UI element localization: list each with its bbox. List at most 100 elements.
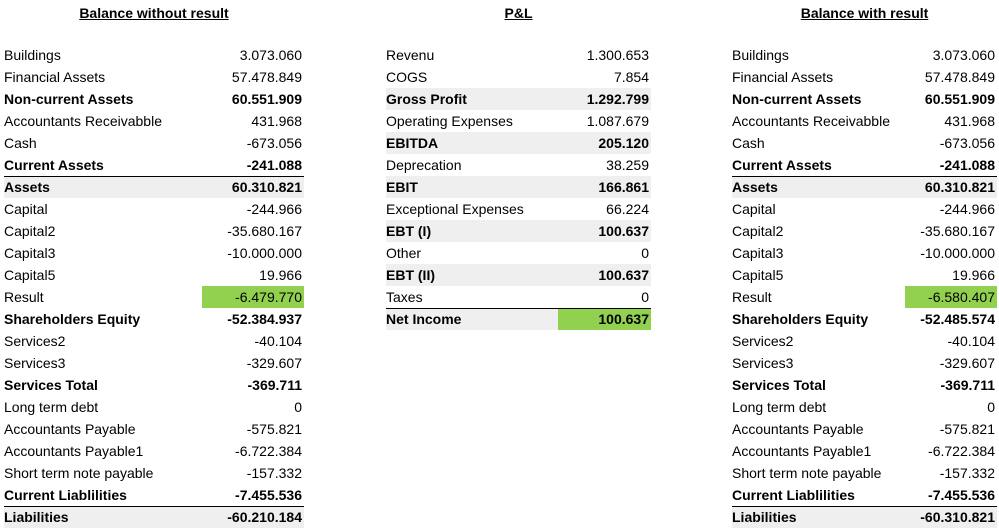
row-value: -241.088 bbox=[939, 157, 995, 173]
row-label: EBT (II) bbox=[386, 267, 435, 283]
pnl-title: P&L bbox=[504, 5, 533, 21]
row-label: Accountants Receivabble bbox=[732, 113, 890, 129]
row-value: -35.680.167 bbox=[920, 223, 995, 239]
row-label: Long term debt bbox=[732, 399, 827, 415]
row-value-highlighted: -6.580.407 bbox=[905, 286, 997, 308]
row-value: 1.087.679 bbox=[586, 113, 649, 129]
table-row: Assets 60.310.821 bbox=[732, 176, 997, 198]
row-label: COGS bbox=[386, 69, 428, 85]
row-label: Assets bbox=[4, 179, 50, 195]
table-row: Current Assets -241.088 bbox=[732, 154, 997, 176]
table-row: Accountants Payable1 -6.722.384 bbox=[4, 440, 304, 462]
row-value: 166.861 bbox=[598, 179, 649, 195]
row-value: -673.056 bbox=[939, 135, 995, 151]
row-label: Long term debt bbox=[4, 399, 99, 415]
row-label: Capital2 bbox=[4, 223, 56, 239]
table-row: Services2 -40.104 bbox=[4, 330, 304, 352]
row-value: 3.073.060 bbox=[932, 47, 995, 63]
row-label: Taxes bbox=[386, 289, 423, 305]
row-value: 60.310.821 bbox=[924, 179, 995, 195]
row-label: Gross Profit bbox=[386, 91, 467, 107]
row-value: 19.966 bbox=[952, 267, 995, 283]
row-value: -60.210.184 bbox=[227, 509, 302, 525]
table-row: Accountants Payable1 -6.722.384 bbox=[732, 440, 997, 462]
table-row: Capital -244.966 bbox=[4, 198, 304, 220]
table-row: Shareholders Equity -52.485.574 bbox=[732, 308, 997, 330]
table-row: Capital3 -10.000.000 bbox=[732, 242, 997, 264]
row-value: 57.478.849 bbox=[231, 69, 302, 85]
table-row: Shareholders Equity -52.384.937 bbox=[4, 308, 304, 330]
row-value: 0 bbox=[641, 289, 649, 305]
row-value: 205.120 bbox=[598, 135, 649, 151]
row-label: Capital5 bbox=[4, 267, 56, 283]
table-row: EBT (II) 100.637 bbox=[386, 264, 651, 286]
row-value: -40.104 bbox=[254, 333, 302, 349]
row-value: -7.455.536 bbox=[928, 487, 995, 503]
row-label: Current Assets bbox=[732, 157, 832, 173]
table-row: Accountants Payable -575.821 bbox=[4, 418, 304, 440]
row-value: 38.259 bbox=[606, 157, 649, 173]
row-label: Assets bbox=[732, 179, 778, 195]
table-row: EBIT 166.861 bbox=[386, 176, 651, 198]
row-value: 431.968 bbox=[251, 113, 302, 129]
table-row: Long term debt 0 bbox=[732, 396, 997, 418]
pnl-rows: Revenu 1.300.653 COGS 7.854 Gross Profit 1.… bbox=[386, 44, 651, 330]
row-label: Other bbox=[386, 245, 422, 261]
row-value: -35.680.167 bbox=[227, 223, 302, 239]
row-label: EBT (I) bbox=[386, 223, 432, 239]
row-value-highlighted: -6.479.770 bbox=[202, 286, 304, 308]
table-row: Taxes 0 bbox=[386, 286, 651, 308]
table-row: Capital5 19.966 bbox=[4, 264, 304, 286]
row-value: -7.455.536 bbox=[235, 487, 302, 503]
row-value: 66.224 bbox=[606, 201, 649, 217]
balance-with-result-title: Balance with result bbox=[800, 5, 929, 21]
row-value: 19.966 bbox=[259, 267, 302, 283]
row-value: -10.000.000 bbox=[227, 245, 302, 261]
table-row: Accountants Receivabble 431.968 bbox=[4, 110, 304, 132]
balance-without-result-rows: Buildings 3.073.060 Financial Assets 57.47… bbox=[4, 44, 304, 528]
row-label: Cash bbox=[4, 135, 37, 151]
table-row: EBITDA 205.120 bbox=[386, 132, 651, 154]
row-value: 1.292.799 bbox=[586, 91, 649, 107]
row-label: Financial Assets bbox=[4, 69, 106, 85]
row-value: -241.088 bbox=[246, 157, 302, 173]
row-label: Cash bbox=[732, 135, 765, 151]
row-value: -52.384.937 bbox=[227, 311, 302, 327]
table-row: Result -6.479.770 bbox=[4, 286, 304, 308]
row-value: 60.551.909 bbox=[924, 91, 995, 107]
row-label: Result bbox=[4, 289, 44, 305]
row-label: Capital3 bbox=[4, 245, 56, 261]
pnl-panel: P&L Revenu 1.300.653 COGS 7.854 Gross Prof… bbox=[386, 0, 651, 340]
row-label: Capital5 bbox=[732, 267, 784, 283]
table-row: Liabilities -60.210.184 bbox=[4, 506, 304, 528]
table-row: Services3 -329.607 bbox=[732, 352, 997, 374]
row-label: Buildings bbox=[4, 47, 61, 63]
row-label: Liabilities bbox=[4, 509, 69, 525]
table-row: EBT (I) 100.637 bbox=[386, 220, 651, 242]
table-row: Short term note payable -157.332 bbox=[732, 462, 997, 484]
table-row: Long term debt 0 bbox=[4, 396, 304, 418]
row-value: -52.485.574 bbox=[920, 311, 995, 327]
row-label: Services3 bbox=[732, 355, 794, 371]
row-label: EBIT bbox=[386, 179, 418, 195]
row-label: Current Assets bbox=[4, 157, 104, 173]
table-row: Services2 -40.104 bbox=[732, 330, 997, 352]
row-label: Buildings bbox=[732, 47, 789, 63]
row-value: 60.551.909 bbox=[231, 91, 302, 107]
table-row: Capital2 -35.680.167 bbox=[732, 220, 997, 242]
balance-with-result-panel: Balance with result Buildings 3.073.060 F… bbox=[732, 0, 997, 530]
row-label: Accountants Payable1 bbox=[732, 443, 872, 459]
row-value-highlighted: 100.637 bbox=[558, 309, 651, 330]
row-label: Services2 bbox=[732, 333, 794, 349]
row-label: Capital2 bbox=[732, 223, 784, 239]
row-value: -6.722.384 bbox=[928, 443, 995, 459]
table-row: Financial Assets 57.478.849 bbox=[4, 66, 304, 88]
table-row: Accountants Payable -575.821 bbox=[732, 418, 997, 440]
row-label: EBITDA bbox=[386, 135, 439, 151]
row-label: Current Liablilities bbox=[4, 487, 127, 503]
table-row: Short term note payable -157.332 bbox=[4, 462, 304, 484]
row-label: Operating Expenses bbox=[386, 113, 513, 129]
row-label: Services Total bbox=[732, 377, 826, 393]
table-row: Revenu 1.300.653 bbox=[386, 44, 651, 66]
row-value: -575.821 bbox=[939, 421, 995, 437]
